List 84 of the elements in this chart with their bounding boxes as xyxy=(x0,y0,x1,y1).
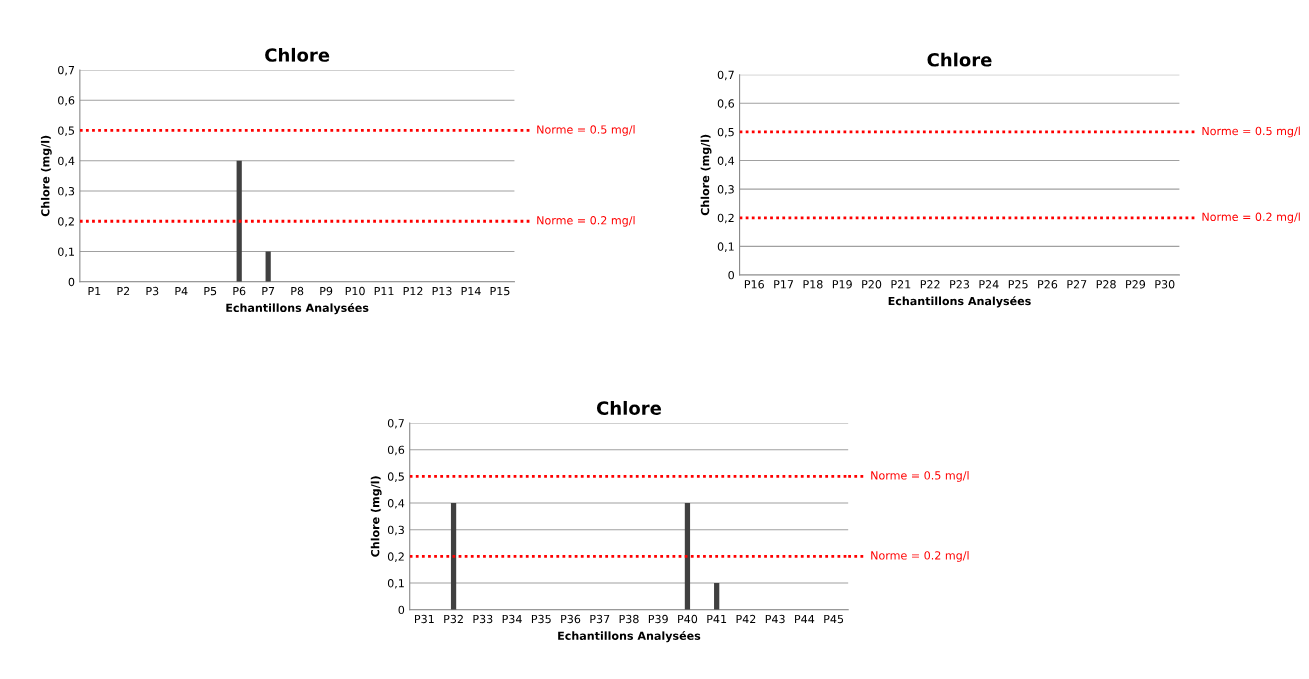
x-tick-label: P44 xyxy=(795,614,815,624)
x-tick-label: P31 xyxy=(415,614,434,624)
x-tick-label: P42 xyxy=(736,614,756,624)
y-tick-label: 0,7 xyxy=(387,418,404,429)
x-tick-label: P15 xyxy=(490,286,510,296)
x-tick-label: P41 xyxy=(707,614,727,624)
y-tick-label: 0,3 xyxy=(387,525,404,536)
x-tick-label: P27 xyxy=(1067,280,1087,289)
ref-line-label: Norme = 0.5 mg/l xyxy=(537,125,635,136)
x-tick-label: P17 xyxy=(774,280,794,289)
ref-line-label: Norme = 0.2 mg/l xyxy=(1202,212,1300,224)
y-tick-label: 0,5 xyxy=(387,472,404,482)
x-tick-label: P35 xyxy=(531,614,551,624)
x-tick-label: P14 xyxy=(461,286,481,296)
x-axis-title: Echantillons Analysées xyxy=(226,302,369,315)
x-tick-label: P16 xyxy=(744,280,764,289)
y-tick-label: 0,1 xyxy=(58,247,74,258)
y-tick-label: 0,1 xyxy=(717,242,734,252)
y-tick-label: 0,2 xyxy=(387,552,404,562)
x-tick-label: P5 xyxy=(204,286,217,296)
y-tick-label: 0,2 xyxy=(58,217,74,227)
ref-line-label: Norme = 0.5 mg/l xyxy=(1202,126,1300,138)
x-tick-label: P8 xyxy=(291,286,304,296)
chart-title: Chlore xyxy=(265,47,330,62)
y-tick-label: 0,2 xyxy=(717,213,734,224)
x-tick-label: P45 xyxy=(824,614,844,624)
ref-line-label: Norme = 0.5 mg/l xyxy=(871,470,969,482)
x-axis-title: Echantillons Analysées xyxy=(888,296,1031,308)
y-tick-label: 0,6 xyxy=(717,99,735,109)
x-tick-label: P24 xyxy=(979,280,999,289)
y-tick-label: 0,5 xyxy=(717,127,734,138)
x-tick-label: P19 xyxy=(832,280,852,289)
ref-line-label: Norme = 0.2 mg/l xyxy=(537,215,635,227)
x-tick-label: P1 xyxy=(88,286,101,296)
x-tick-label: P23 xyxy=(950,280,970,289)
x-tick-label: P38 xyxy=(619,614,639,624)
x-tick-label: P4 xyxy=(175,286,188,296)
y-axis-title: Chlore (mg/l) xyxy=(40,135,52,217)
y-tick-label: 0,3 xyxy=(58,186,75,197)
x-tick-label: P9 xyxy=(320,286,333,296)
x-tick-label: P40 xyxy=(678,614,698,624)
x-tick-label: P30 xyxy=(1155,280,1175,289)
x-tick-label: P20 xyxy=(862,280,882,289)
x-tick-label: P32 xyxy=(444,614,463,624)
x-tick-label: P28 xyxy=(1096,280,1116,289)
x-tick-label: P25 xyxy=(1008,280,1028,289)
x-tick-label: P26 xyxy=(1038,280,1058,289)
x-tick-label: P11 xyxy=(374,286,394,296)
y-tick-label: 0,4 xyxy=(58,156,75,167)
y-tick-label: 0 xyxy=(398,605,405,615)
x-tick-label: P3 xyxy=(146,286,159,296)
chart-title: Chlore xyxy=(596,400,662,415)
x-tick-label: P21 xyxy=(891,280,911,289)
y-tick-label: 0,1 xyxy=(387,579,404,589)
y-tick-label: 0,4 xyxy=(387,499,405,509)
x-tick-label: P39 xyxy=(648,614,668,624)
x-tick-label: P22 xyxy=(920,280,940,289)
x-tick-label: P12 xyxy=(403,286,423,296)
y-tick-label: 0,7 xyxy=(58,65,75,76)
y-tick-label: 0 xyxy=(68,277,75,287)
ref-line-label: Norme = 0.2 mg/l xyxy=(871,551,969,562)
y-tick-label: 0,5 xyxy=(58,126,75,136)
y-axis-title: Chlore (mg/l) xyxy=(370,476,382,557)
x-tick-label: P34 xyxy=(502,614,522,624)
x-axis-title: Echantillons Analysées xyxy=(558,630,701,643)
x-tick-label: P33 xyxy=(473,614,493,624)
x-tick-label: P29 xyxy=(1126,280,1146,289)
x-tick-label: P2 xyxy=(117,286,130,296)
x-tick-label: P18 xyxy=(803,280,823,289)
x-tick-label: P7 xyxy=(262,286,275,296)
x-tick-label: P13 xyxy=(432,286,452,296)
x-tick-label: P37 xyxy=(590,614,610,624)
x-tick-label: P6 xyxy=(233,286,246,296)
y-tick-label: 0,3 xyxy=(717,185,734,195)
y-tick-label: 0,4 xyxy=(717,156,735,167)
y-tick-label: 0,6 xyxy=(58,96,75,106)
y-tick-label: 0,6 xyxy=(387,445,405,456)
chart-title: Chlore xyxy=(927,52,992,67)
y-axis-title: Chlore (mg/l) xyxy=(700,134,712,216)
x-tick-label: P36 xyxy=(561,614,581,624)
x-tick-label: P10 xyxy=(345,286,365,296)
y-tick-label: 0 xyxy=(728,270,734,280)
x-tick-label: P43 xyxy=(765,614,785,624)
y-tick-label: 0,7 xyxy=(717,70,734,81)
